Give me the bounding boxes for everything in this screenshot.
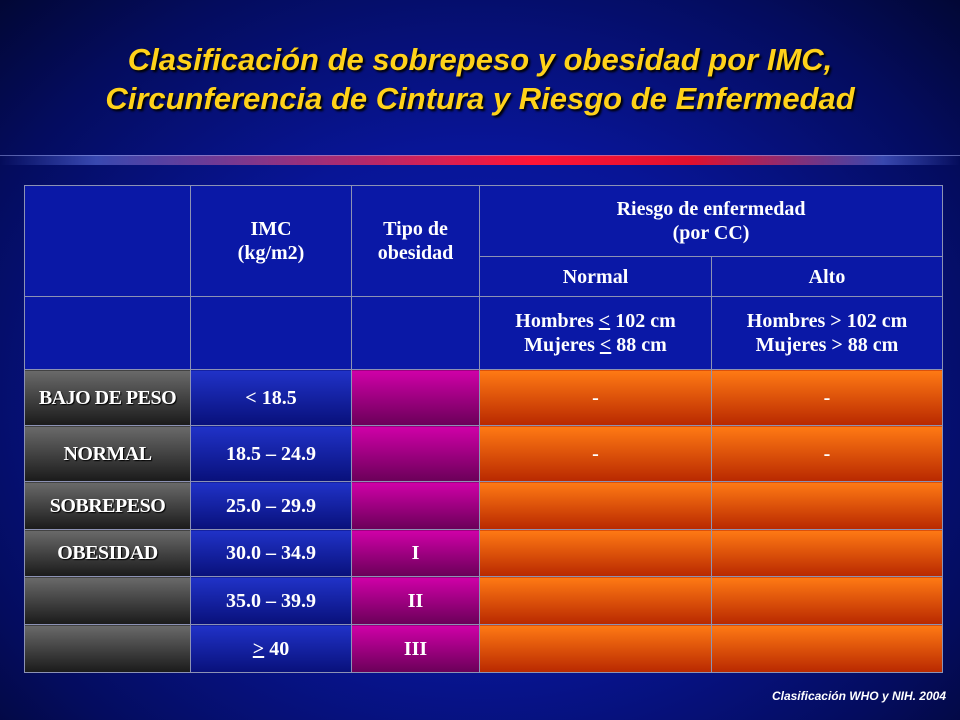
slide-title-line-1: Clasificación de sobrepeso y obesidad po…	[127, 42, 833, 77]
header-imc-unit: (kg/m2)	[237, 242, 305, 264]
criteria-empty-cell-1	[24, 296, 191, 370]
imc-cell: 30.0 – 34.9	[190, 529, 352, 577]
criteria-normal: Hombres < 102 cm Mujeres < 88 cm	[479, 296, 712, 370]
criteria-normal-women: Mujeres < 88 cm	[524, 334, 667, 356]
risk-normal-cell	[479, 576, 712, 625]
header-imc-label: IMC	[250, 218, 292, 240]
table-row: SOBREPESO 25.0 – 29.9	[24, 481, 944, 530]
header-risk-alto: Alto	[710, 256, 944, 297]
header-risk-normal: Normal	[479, 256, 712, 297]
less-equal-symbol: <	[598, 310, 611, 332]
slide-title-line-2: Circunferencia de Cintura y Riesgo de En…	[105, 81, 855, 116]
risk-alto-cell: -	[710, 425, 944, 482]
classification-table: IMC (kg/m2) Tipo de obesidad Riesgo de e…	[24, 185, 944, 673]
table-row: OBESIDAD 30.0 – 34.9 I	[24, 529, 944, 577]
tipo-cell: III	[351, 624, 480, 673]
tipo-cell: I	[351, 529, 480, 577]
category-cell: OBESIDAD	[24, 529, 191, 577]
table-row: > 40 III	[24, 624, 944, 673]
criteria-alto: Hombres > 102 cm Mujeres > 88 cm	[710, 296, 944, 370]
header-tipo-line-2: obesidad	[377, 242, 454, 264]
imc-cell: < 18.5	[190, 369, 352, 426]
header-row: IMC (kg/m2) Tipo de obesidad Riesgo de e…	[24, 185, 944, 297]
category-cell: BAJO DE PESO	[24, 369, 191, 426]
criteria-normal-men: Hombres < 102 cm	[515, 310, 676, 332]
risk-alto-cell	[710, 576, 944, 625]
category-cell: NORMAL	[24, 425, 191, 482]
source-footnote: Clasificación WHO y NIH. 2004	[771, 689, 946, 703]
criteria-empty-cell-2	[190, 296, 352, 370]
title-divider	[0, 155, 960, 165]
imc-cell: 18.5 – 24.9	[190, 425, 352, 482]
slide-title: Clasificación de sobrepeso y obesidad po…	[0, 40, 960, 118]
header-imc: IMC (kg/m2)	[190, 185, 352, 297]
category-cell	[24, 624, 191, 673]
imc-cell: > 40	[190, 624, 352, 673]
risk-normal-cell	[479, 481, 712, 530]
category-cell: SOBREPESO	[24, 481, 191, 530]
tipo-cell	[351, 369, 480, 426]
risk-normal-cell: -	[479, 369, 712, 426]
table-row: 35.0 – 39.9 II	[24, 576, 944, 625]
header-riesgo: Riesgo de enfermedad (por CC)	[478, 185, 944, 257]
risk-alto-cell	[710, 481, 944, 530]
criteria-empty-cell-3	[351, 296, 480, 370]
category-cell	[24, 576, 191, 625]
risk-normal-cell	[479, 529, 712, 577]
risk-alto-cell	[710, 529, 944, 577]
risk-alto-cell	[710, 624, 944, 673]
criteria-row: Hombres < 102 cm Mujeres < 88 cm Hombres…	[24, 296, 944, 370]
greater-equal-symbol: >	[252, 637, 265, 660]
imc-cell: 25.0 – 29.9	[190, 481, 352, 530]
tipo-cell	[351, 425, 480, 482]
criteria-alto-women: Mujeres > 88 cm	[755, 334, 899, 356]
less-equal-symbol: <	[599, 334, 612, 356]
header-tipo-line-1: Tipo de	[383, 218, 448, 240]
risk-normal-cell: -	[479, 425, 712, 482]
criteria-alto-men: Hombres > 102 cm	[746, 310, 908, 332]
header-riesgo-line-1: Riesgo de enfermedad	[616, 198, 806, 220]
header-empty-cell	[24, 185, 191, 297]
table-row: BAJO DE PESO < 18.5 - -	[24, 369, 944, 426]
imc-cell: 35.0 – 39.9	[190, 576, 352, 625]
header-subrow: Normal Alto	[25, 256, 944, 297]
risk-normal-cell	[479, 624, 712, 673]
tipo-cell	[351, 481, 480, 530]
header-riesgo-line-2: (por CC)	[672, 222, 750, 244]
table-row: NORMAL 18.5 – 24.9 - -	[24, 425, 944, 482]
tipo-cell: II	[351, 576, 480, 625]
risk-alto-cell: -	[710, 369, 944, 426]
header-tipo-obesidad: Tipo de obesidad	[351, 185, 480, 297]
